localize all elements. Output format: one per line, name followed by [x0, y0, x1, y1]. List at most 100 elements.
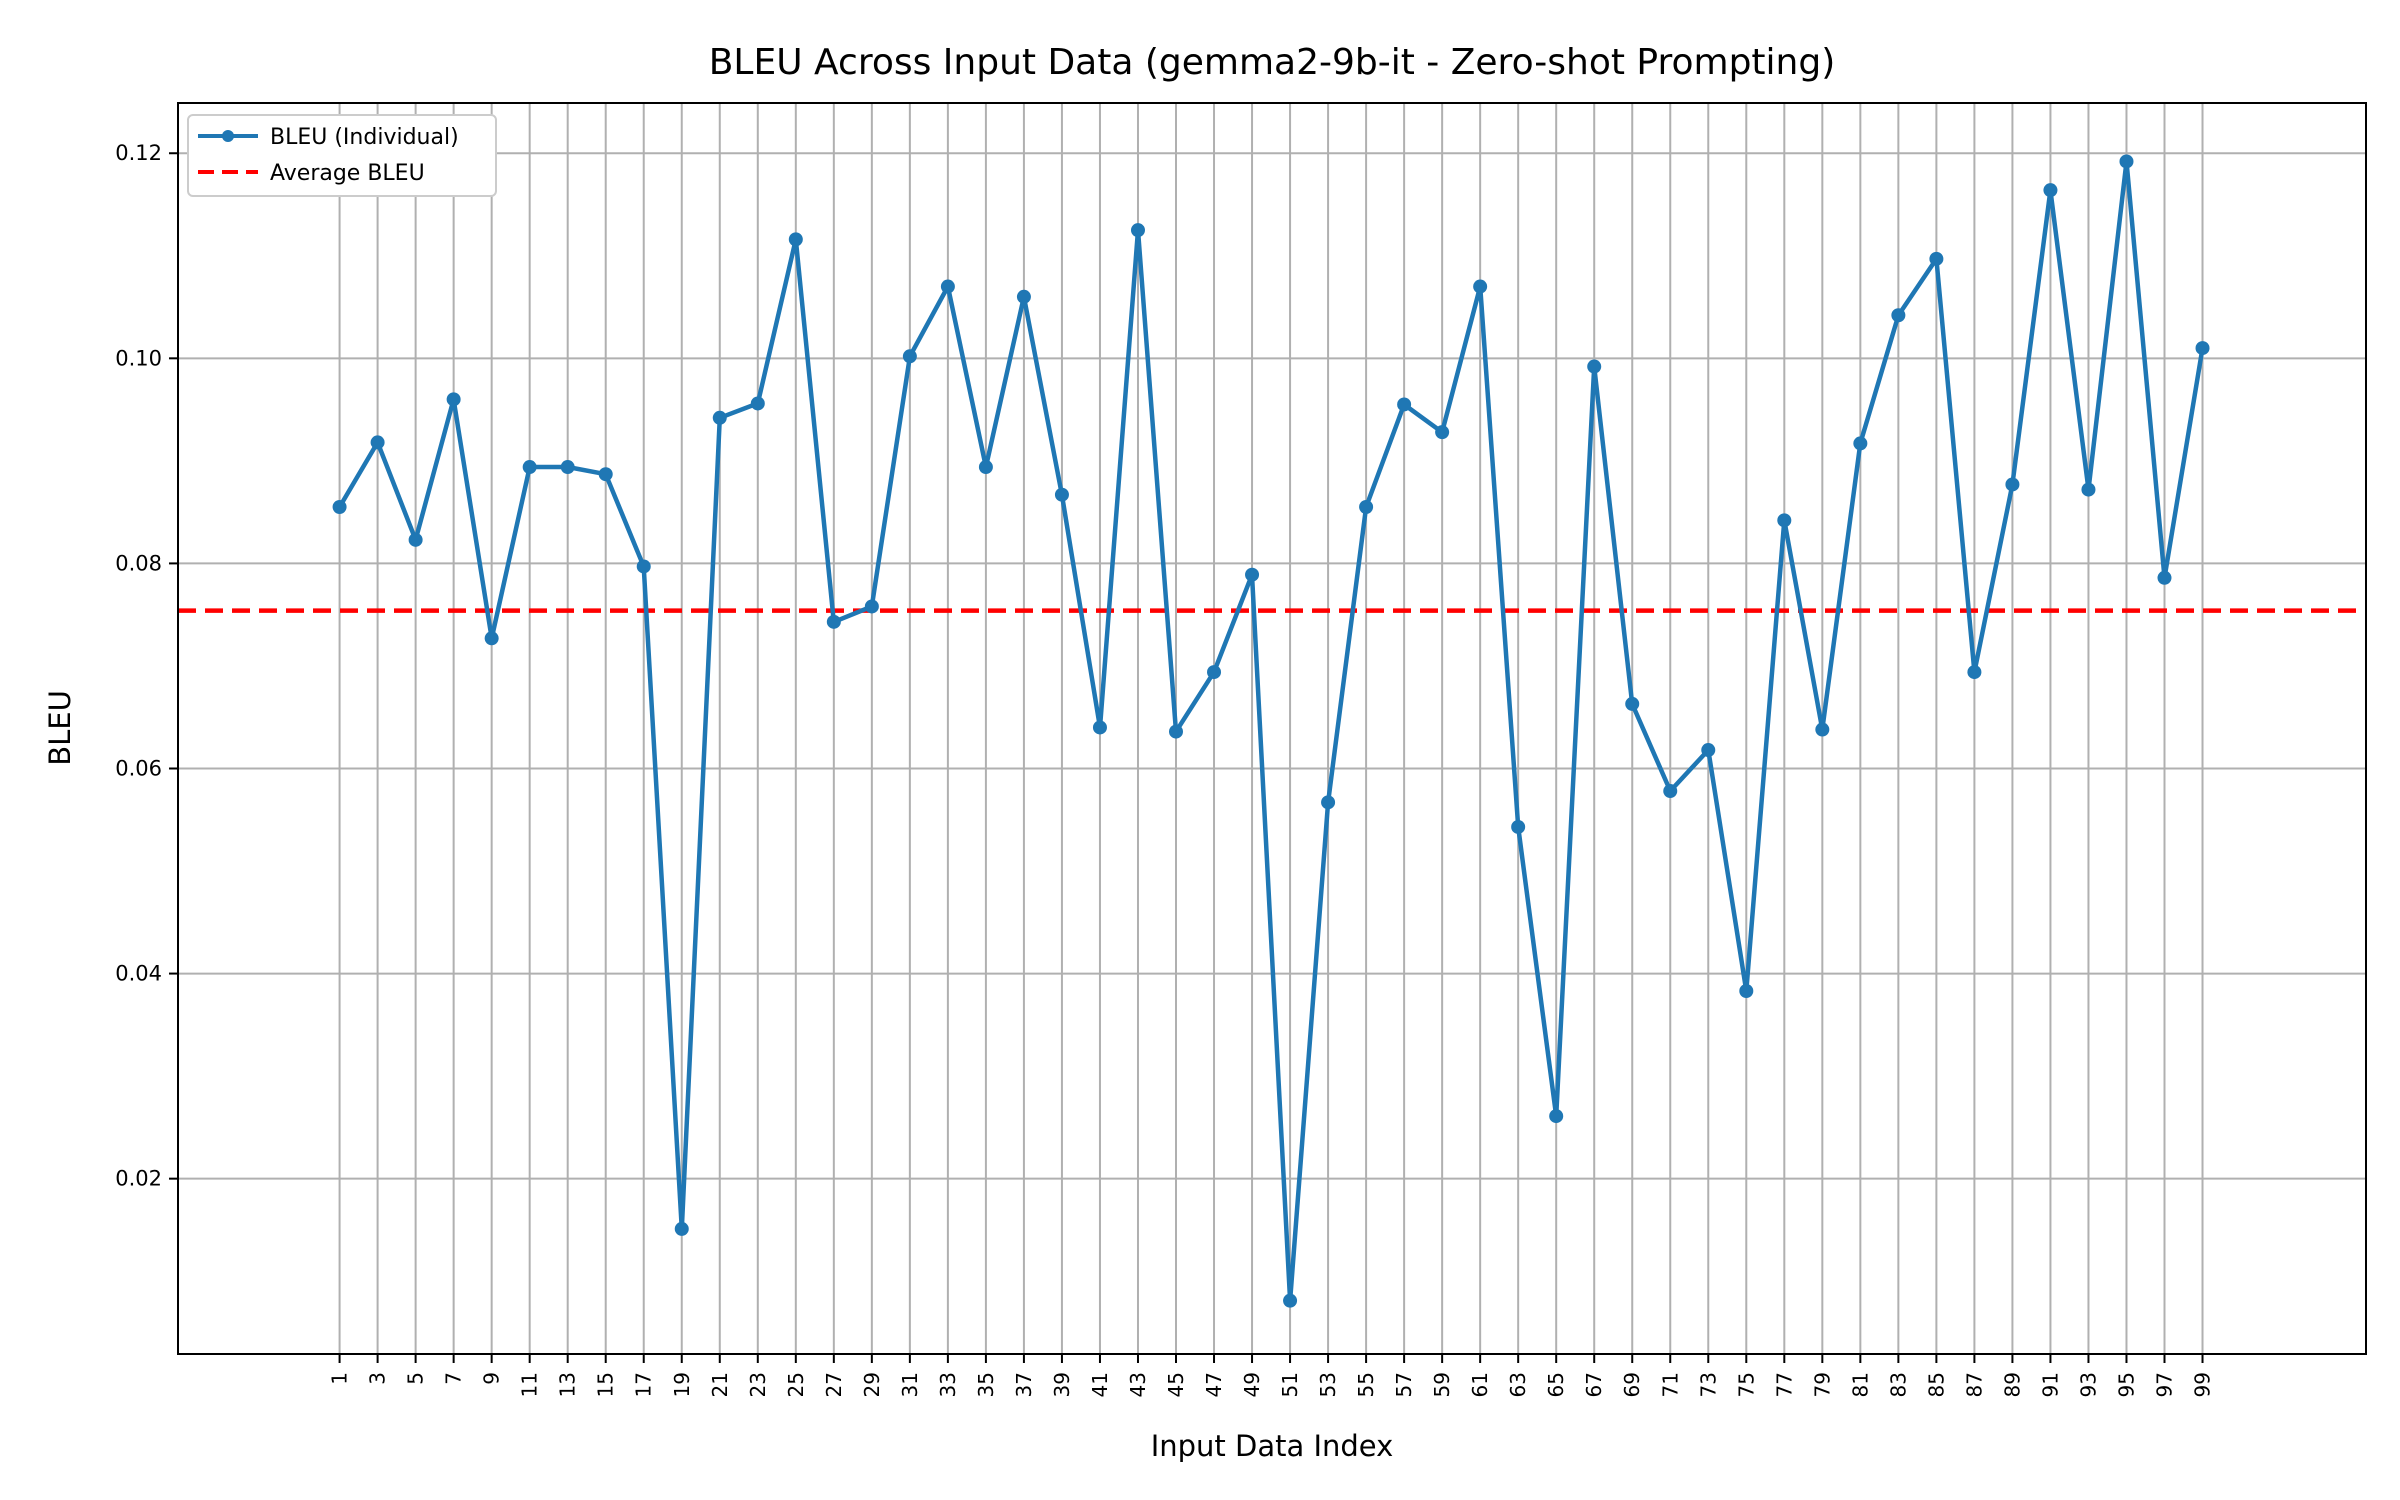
bleu-data-point — [1473, 279, 1488, 294]
bleu-data-point — [636, 559, 651, 574]
y-tick-label: 0.10 — [115, 346, 162, 370]
legend-box — [187, 114, 497, 197]
x-tick-label: 33 — [936, 1372, 960, 1397]
bleu-data-point — [1663, 784, 1678, 799]
plot-frame — [177, 102, 2367, 1355]
bleu-data-point — [826, 614, 841, 629]
legend-series-marker — [222, 130, 234, 142]
y-tick-label: 0.12 — [115, 141, 162, 165]
bleu-data-point — [1169, 724, 1184, 739]
bleu-data-point — [370, 435, 385, 450]
bleu-data-point — [1777, 513, 1792, 528]
bleu-data-point — [1891, 308, 1906, 323]
legend-series-label: BLEU (Individual) — [270, 125, 459, 150]
bleu-data-point — [332, 500, 347, 515]
bleu-data-point — [560, 460, 575, 475]
bleu-data-point — [1054, 487, 1069, 502]
x-tick-label: 7 — [442, 1372, 466, 1385]
bleu-data-point — [1245, 567, 1260, 582]
x-tick-label: 95 — [2114, 1372, 2138, 1397]
x-tick-label: 3 — [366, 1372, 390, 1385]
x-tick-label: 61 — [1468, 1372, 1492, 1397]
bleu-data-point — [1359, 500, 1374, 515]
bleu-data-point — [1283, 1293, 1298, 1308]
bleu-data-point — [1092, 720, 1107, 735]
x-tick-label: 75 — [1734, 1372, 1758, 1397]
bleu-data-point — [1815, 722, 1830, 737]
bleu-data-point — [712, 410, 727, 425]
bleu-data-point — [446, 392, 461, 407]
bleu-data-point — [1016, 289, 1031, 304]
x-tick-label: 59 — [1430, 1372, 1454, 1397]
x-tick-label: 67 — [1582, 1372, 1606, 1397]
y-ticks: 0.02 0.04 0.06 0.08 0.10 0.12 — [115, 141, 178, 1191]
bleu-data-point — [940, 279, 955, 294]
x-tick-label: 79 — [1810, 1372, 1834, 1397]
bleu-data-point — [1967, 665, 1982, 680]
x-tick-label: 37 — [1012, 1372, 1036, 1397]
bleu-data-point — [1701, 743, 1716, 758]
bleu-data-point — [788, 232, 803, 247]
x-tick-label: 85 — [1924, 1372, 1948, 1397]
x-tick-label: 43 — [1126, 1372, 1150, 1397]
x-tick-label: 93 — [2076, 1372, 2100, 1397]
x-tick-label: 87 — [1962, 1372, 1986, 1397]
x-tick-label: 65 — [1544, 1372, 1568, 1397]
x-tick-label: 73 — [1696, 1372, 1720, 1397]
bleu-data-point — [1625, 696, 1640, 711]
x-tick-label: 23 — [746, 1372, 770, 1397]
x-tick-label: 83 — [1886, 1372, 1910, 1397]
x-tick-label: 11 — [518, 1372, 542, 1397]
bleu-data-point — [2195, 341, 2210, 356]
x-tick-label: 35 — [974, 1372, 998, 1397]
x-tick-label: 77 — [1772, 1372, 1796, 1397]
x-tick-label: 9 — [480, 1372, 504, 1385]
x-tick-label: 57 — [1392, 1372, 1416, 1397]
y-tick-label: 0.02 — [115, 1167, 162, 1191]
x-tick-label: 63 — [1506, 1372, 1530, 1397]
x-tick-label: 31 — [898, 1372, 922, 1397]
bleu-data-point — [978, 460, 993, 475]
bleu-data-point — [902, 349, 917, 364]
bleu-data-point — [1207, 665, 1222, 680]
x-tick-label: 47 — [1202, 1372, 1226, 1397]
x-tick-label: 55 — [1354, 1372, 1378, 1397]
bleu-data-point — [1397, 397, 1412, 412]
bleu-data-point — [1587, 359, 1602, 374]
x-axis-label: Input Data Index — [1151, 1429, 1394, 1463]
x-tick-label: 53 — [1316, 1372, 1340, 1397]
y-axis-label: BLEU — [43, 690, 77, 766]
bleu-data-point — [598, 467, 613, 482]
x-tick-label: 71 — [1658, 1372, 1682, 1397]
bleu-data-point — [2043, 183, 2058, 198]
x-tick-label: 49 — [1240, 1372, 1264, 1397]
bleu-data-point — [1435, 425, 1450, 440]
x-tick-label: 69 — [1620, 1372, 1644, 1397]
bleu-data-point — [1130, 223, 1145, 238]
y-tick-label: 0.08 — [115, 551, 162, 575]
bleu-data-point — [2081, 482, 2096, 497]
x-tick-label: 89 — [2000, 1372, 2024, 1397]
x-ticks: 1 3 5 7 9 11 13 15 17 19 21 23 25 27 29 31 33 35 37 39 41 43 4… — [328, 1354, 2215, 1397]
bleu-data-point — [1549, 1109, 1564, 1124]
x-tick-label: 29 — [860, 1372, 884, 1397]
x-tick-label: 81 — [1848, 1372, 1872, 1397]
legend: BLEU (Individual) Average BLEU — [187, 114, 497, 197]
bleu-data-point — [484, 631, 499, 646]
bleu-data-point — [1511, 819, 1526, 834]
x-tick-label: 51 — [1278, 1372, 1302, 1397]
bleu-data-point — [1321, 795, 1336, 810]
bleu-data-point — [2119, 154, 2134, 169]
x-tick-label: 19 — [670, 1372, 694, 1397]
x-tick-label: 15 — [594, 1372, 618, 1397]
x-tick-label: 1 — [328, 1372, 352, 1385]
x-tick-label: 25 — [784, 1372, 808, 1397]
bleu-data-point — [1739, 984, 1754, 999]
x-tick-label: 21 — [708, 1372, 732, 1397]
x-tick-label: 39 — [1050, 1372, 1074, 1397]
x-tick-label: 13 — [556, 1372, 580, 1397]
bleu-data-point — [522, 460, 537, 475]
bleu-data-point — [864, 599, 879, 614]
